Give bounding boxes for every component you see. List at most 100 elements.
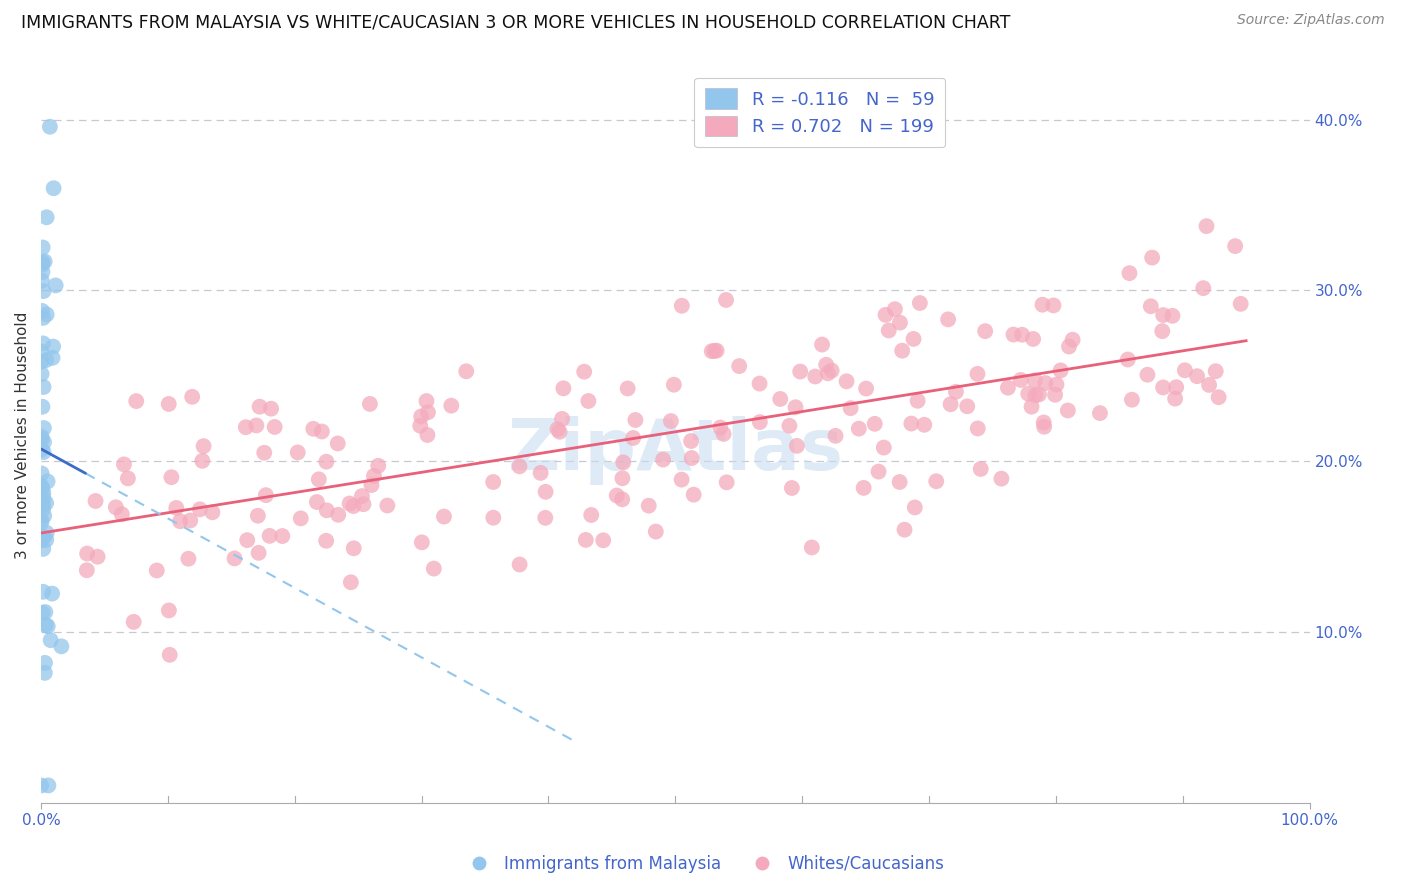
Point [263,420,285,434]
Point [165,500,187,515]
Point [30,512,52,526]
Point [31,482,53,496]
Point [637,499,659,513]
Point [117,471,139,485]
Point [612,492,634,507]
Point [34,254,56,268]
Point [748,415,770,429]
Point [877,323,900,337]
Point [112,458,135,472]
Point [966,421,988,435]
Point [245,418,267,433]
Point [236,533,259,548]
Point [1042,298,1064,312]
Point [703,343,725,358]
Point [1161,309,1184,323]
Point [35,525,58,540]
Point [908,296,931,310]
Point [889,475,911,489]
Point [51,640,73,654]
Point [659,414,682,428]
Point [576,394,599,409]
Point [308,472,330,486]
Point [706,343,728,358]
Point [936,312,959,326]
Point [848,422,870,436]
Point [30,779,52,793]
Point [1022,332,1045,346]
Point [359,397,381,411]
Point [769,392,792,406]
Point [31,606,53,620]
Point [86,549,108,564]
Point [30,516,52,530]
Point [652,452,675,467]
Point [824,429,846,443]
Point [39,633,62,648]
Point [508,459,530,474]
Point [1118,266,1140,280]
Point [125,394,148,409]
Point [104,500,127,515]
Point [34,605,56,619]
Point [1032,416,1054,430]
Point [1017,386,1039,401]
Point [700,344,723,359]
Point [84,494,107,508]
Point [1136,368,1159,382]
Point [423,561,446,575]
Point [509,558,531,572]
Point [612,471,634,485]
Point [169,514,191,528]
Point [534,511,557,525]
Point [1056,403,1078,417]
Point [1011,327,1033,342]
Point [671,473,693,487]
Point [32,530,55,544]
Point [37,475,59,489]
Point [1043,388,1066,402]
Point [1121,392,1143,407]
Point [873,441,896,455]
Point [1192,281,1215,295]
Point [1152,308,1174,322]
Point [146,564,169,578]
Point [157,603,180,617]
Y-axis label: 3 or more Vehicles in Household: 3 or more Vehicles in Household [15,312,30,559]
Point [32,380,55,394]
Point [315,503,337,517]
Legend: R = -0.116   N =  59, R = 0.702   N = 199: R = -0.116 N = 59, R = 0.702 N = 199 [695,78,945,147]
Point [1174,363,1197,377]
Point [728,359,751,373]
Point [201,505,224,519]
Point [1152,380,1174,394]
Point [893,523,915,537]
Point [624,413,647,427]
Point [575,533,598,547]
Point [780,481,803,495]
Point [411,535,433,549]
Point [315,533,337,548]
Point [76,547,98,561]
Point [548,425,571,439]
Point [311,425,333,439]
Point [363,469,385,483]
Point [32,491,55,506]
Point [35,617,58,632]
Point [817,367,839,381]
Point [785,401,807,415]
Text: ZipAtlas: ZipAtlas [508,416,844,484]
Point [38,120,60,134]
Point [1024,373,1046,387]
Point [839,401,862,416]
Point [1035,376,1057,390]
Point [181,390,204,404]
Point [34,656,56,670]
Point [353,497,375,511]
Point [31,400,53,414]
Point [31,258,53,272]
Point [32,541,55,556]
Point [835,374,858,388]
Point [482,510,505,524]
Point [35,353,58,368]
